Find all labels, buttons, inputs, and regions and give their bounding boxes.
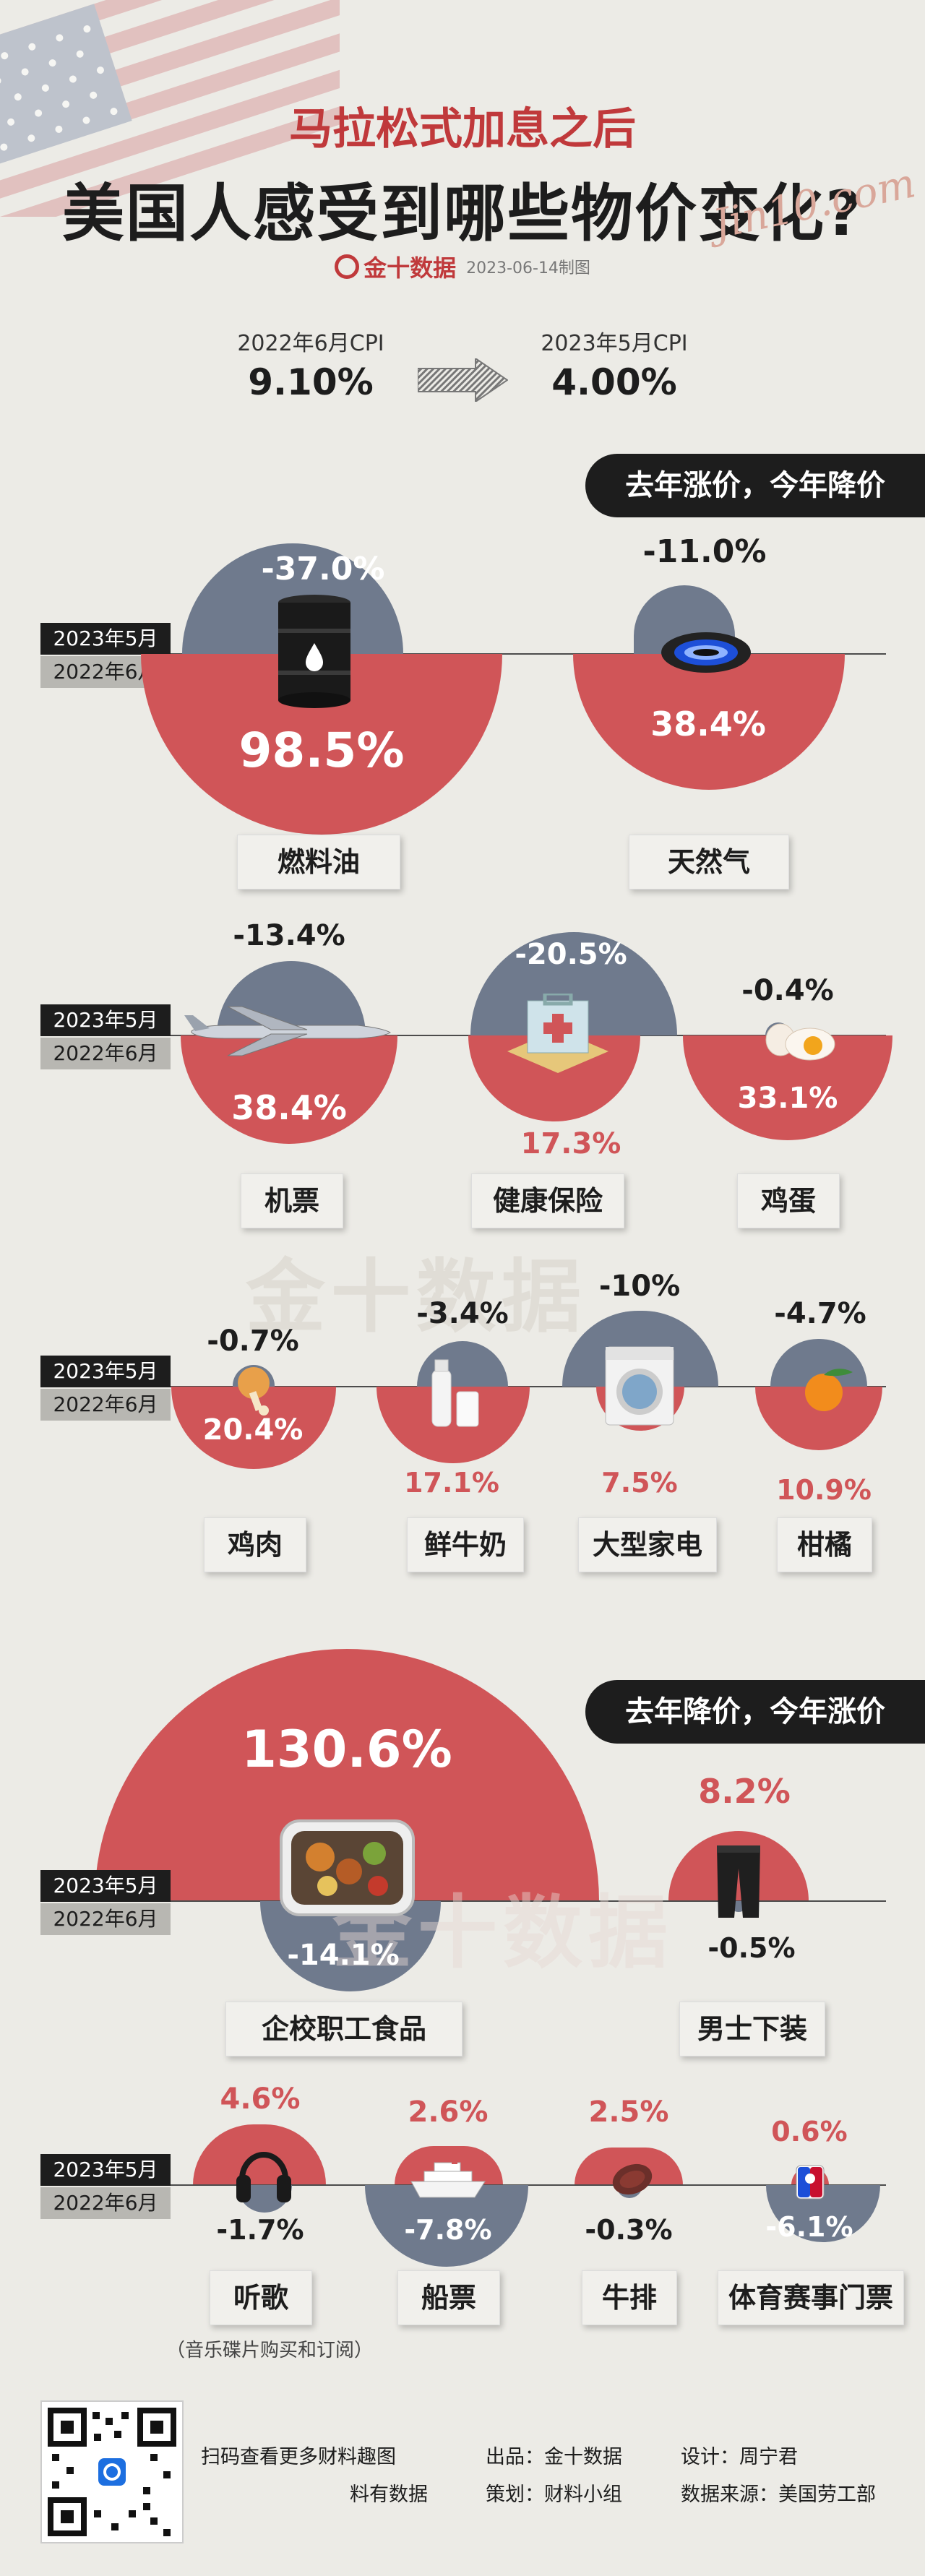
music-label: 听歌 <box>210 2270 312 2325</box>
axis-line <box>40 1900 886 1902</box>
eggs-2023-value: -0.4% <box>741 974 834 1007</box>
footer-scan-text2: 料有数据 <box>350 2484 428 2506</box>
mens-wear-2022-value: -0.5% <box>707 1932 796 1964</box>
milk-label: 鲜牛奶 <box>407 1517 524 1572</box>
school-food-2022-value: -14.1% <box>287 1939 400 1972</box>
appliances-2022-value: 7.5% <box>601 1467 678 1499</box>
citrus-2023-value: -4.7% <box>774 1297 866 1330</box>
school-food-label: 企校职工食品 <box>225 2002 462 2056</box>
washing-machine-icon <box>605 1346 674 1426</box>
gas-flame-icon <box>661 632 751 673</box>
eggs-label: 鸡蛋 <box>737 1173 840 1228</box>
title-line1: 马拉松式加息之后 <box>289 104 636 155</box>
milk-2022-value: 17.1% <box>404 1467 499 1499</box>
sports-label: 体育赛事门票 <box>718 2270 904 2325</box>
footer-scan-text: 扫码查看更多财料趣图 <box>201 2446 396 2468</box>
health-insurance-label: 健康保险 <box>471 1173 624 1228</box>
fuel-oil-label: 燃料油 <box>237 835 400 889</box>
mens-wear-2023-value: 8.2% <box>698 1772 791 1811</box>
footer-producer: 出品：金十数据 <box>486 2446 622 2468</box>
axis-label-2022: 2022年6月 <box>40 2187 171 2219</box>
chicken-2022-value: 20.4% <box>202 1413 304 1447</box>
steak-label: 牛排 <box>582 2270 677 2325</box>
footer-designer: 设计：周宁君 <box>681 2446 798 2468</box>
ship-2022-value: -7.8% <box>404 2214 492 2246</box>
cpi-2022: 2022年6月CPI 9.10% <box>217 325 405 403</box>
fuel-oil-2022-value: 98.5% <box>238 723 405 778</box>
brand-line: 金十数据 2023-06-14制图 <box>0 250 925 283</box>
airfare-2023-value: -13.4% <box>233 919 345 952</box>
arrow-right-icon <box>418 358 508 402</box>
citrus-2022-value: 10.9% <box>776 1474 872 1506</box>
brand-watermark: 金十数据 <box>246 1251 587 1343</box>
music-note: （音乐碟片购买和订阅） <box>166 2340 374 2361</box>
footer-planner: 策划：财料小组 <box>486 2484 622 2506</box>
cpi-2023-label: 2023年5月CPI <box>541 331 688 356</box>
axis-label-2022: 2022年6月 <box>40 1389 171 1421</box>
citrus-label: 柑橘 <box>777 1517 872 1572</box>
airplane-icon <box>184 1006 391 1056</box>
health-insurance-2023-value: -20.5% <box>515 938 627 971</box>
page-title: 美国人感受到哪些物价变化? <box>62 178 863 250</box>
eggs-2022-value: 33.1% <box>737 1082 838 1115</box>
trousers-icon <box>717 1845 760 1918</box>
headphones-icon <box>236 2152 291 2202</box>
axis-line <box>40 1035 886 1036</box>
axis-label-2022: 2022年6月 <box>40 1903 171 1935</box>
cpi-2023-value: 4.00% <box>551 361 677 403</box>
natural-gas-2022-value: 38.4% <box>650 705 766 744</box>
nba-logo-icon <box>796 2165 825 2200</box>
qr-code[interactable] <box>40 2400 184 2543</box>
steak-icon <box>612 2163 653 2195</box>
cpi-2022-label: 2022年6月CPI <box>237 331 384 356</box>
steak-2022-value: -0.3% <box>585 2214 673 2246</box>
ship-2023-value: 2.6% <box>408 2095 489 2129</box>
drumstick-icon <box>238 1367 270 1416</box>
section-tag-price-down: 去年涨价，今年降价 <box>585 454 925 517</box>
chicken-label: 鸡肉 <box>204 1517 306 1572</box>
brand-name: 金十数据 <box>363 254 457 282</box>
natural-gas-label: 天然气 <box>629 835 789 889</box>
chart-date: 2023-06-14制图 <box>466 259 590 277</box>
music-2023-value: 4.6% <box>220 2082 301 2116</box>
appliances-2023-value: -10% <box>598 1270 681 1303</box>
chicken-2023-value: -0.7% <box>207 1324 299 1358</box>
meal-box-icon <box>280 1819 415 1916</box>
axis-label-2022: 2022年6月 <box>40 1038 171 1069</box>
appliances-label: 大型家电 <box>578 1517 717 1572</box>
steak-2023-value: 2.5% <box>588 2095 669 2129</box>
milk-bottle-icon <box>431 1359 479 1427</box>
section-tag-price-up: 去年降价，今年涨价 <box>585 1680 925 1744</box>
natural-gas-2023-value: -11.0% <box>642 533 767 570</box>
first-aid-kit-icon <box>507 994 608 1073</box>
health-insurance-2022-value: 17.3% <box>520 1127 621 1160</box>
egg-icon <box>765 1023 835 1061</box>
ship-label: 船票 <box>397 2270 500 2325</box>
music-2022-value: -1.7% <box>216 2214 304 2246</box>
footer-source: 数据来源：美国劳工部 <box>681 2484 876 2506</box>
sports-2023-value: 0.6% <box>771 2116 848 2148</box>
brand-logo-icon <box>335 254 360 279</box>
oil-barrel-icon <box>278 595 350 708</box>
fuel-oil-2023-value: -37.0% <box>261 551 385 587</box>
qr-code-icon <box>48 2408 176 2536</box>
us-flag-decoration <box>0 0 340 217</box>
cpi-2022-value: 9.10% <box>248 361 374 403</box>
axis-label-2023: 2023年5月 <box>40 1356 171 1387</box>
axis-label-2023: 2023年5月 <box>40 1870 171 1902</box>
milk-2023-value: -3.4% <box>416 1297 509 1330</box>
mens-wear-label: 男士下装 <box>679 2002 825 2056</box>
orange-icon <box>805 1369 853 1411</box>
axis-label-2023: 2023年5月 <box>40 2154 171 2186</box>
school-food-2023-value: 130.6% <box>241 1720 452 1779</box>
axis-label-2023: 2023年5月 <box>40 1004 171 1036</box>
airfare-2022-value: 38.4% <box>231 1088 347 1127</box>
sports-2022-value: -6.1% <box>765 2211 853 2243</box>
cpi-2023: 2023年5月CPI 4.00% <box>520 325 708 403</box>
ship-icon <box>410 2157 486 2198</box>
axis-label-2023: 2023年5月 <box>40 623 171 655</box>
airfare-label: 机票 <box>241 1173 343 1228</box>
